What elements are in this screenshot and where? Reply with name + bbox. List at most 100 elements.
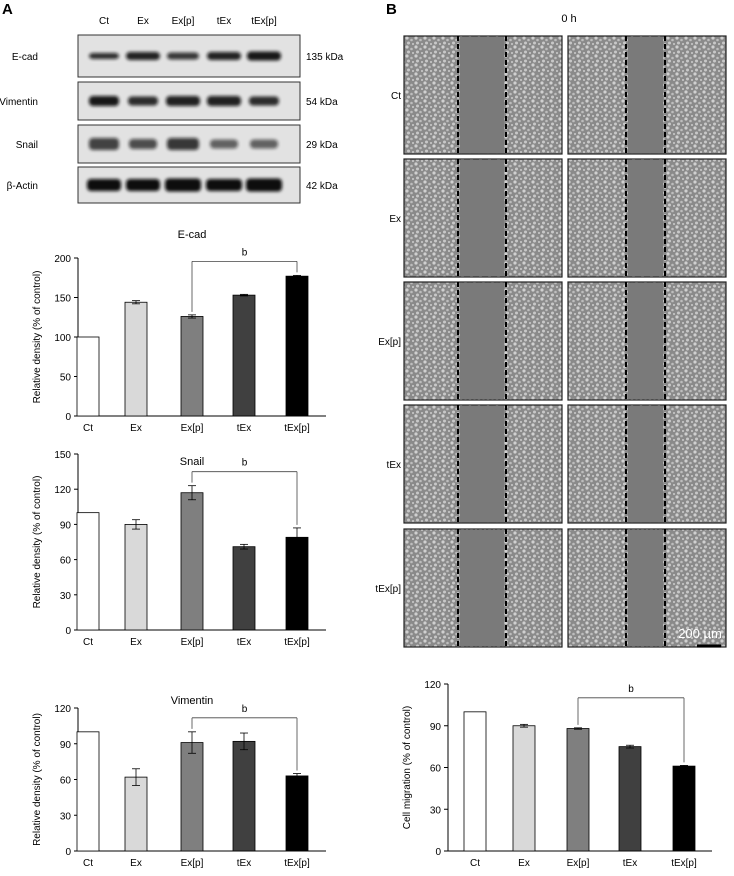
blot-band	[89, 53, 119, 59]
x-tick-label: tEx[p]	[284, 637, 310, 648]
blot-kda-label: 54 kDa	[306, 97, 338, 108]
y-tick-label: 120	[54, 485, 71, 496]
bar	[463, 711, 487, 852]
bar	[618, 746, 642, 852]
scratch-gap	[628, 530, 663, 646]
y-tick-label: 200	[54, 254, 71, 265]
x-tick-label: tEx[p]	[284, 423, 310, 434]
y-tick-label: 30	[430, 805, 442, 816]
scratch-gap	[460, 406, 504, 522]
y-tick-label: 60	[60, 776, 72, 787]
blot-lane-label: tEx[p]	[251, 16, 277, 27]
bar	[180, 742, 204, 852]
blot-kda-label: 42 kDa	[306, 181, 338, 192]
blot-band	[250, 139, 278, 149]
blot-protein-label: E-cad	[12, 52, 38, 63]
x-tick-label: Ct	[470, 858, 480, 869]
y-tick-label: 90	[430, 722, 442, 733]
migration-row-label: tEx[p]	[375, 584, 401, 595]
migration-image-grid: 0 h Ct Ex Ex[p] tEx tEx[p] 200 µm	[375, 13, 727, 648]
blot-band	[210, 139, 238, 149]
y-tick-label: 90	[60, 740, 72, 751]
blot-lane-label: Ex[p]	[172, 16, 195, 27]
scale-bar-label: 200 µm	[678, 626, 722, 641]
migration-row-label: Ct	[391, 91, 401, 102]
x-tick-label: Ex	[130, 858, 142, 869]
x-tick-label: tEx[p]	[671, 858, 697, 869]
y-tick-label: 120	[54, 704, 71, 715]
blot-band	[167, 138, 199, 150]
blot-band	[166, 96, 200, 106]
y-tick-label: 0	[65, 412, 71, 423]
blot-band	[206, 179, 242, 191]
scratch-gap	[460, 37, 504, 153]
chart-cell-migration: 0 30 60 90 120 Cell migration (% of control) C…	[402, 680, 712, 869]
migration-row-label: tEx	[387, 460, 401, 471]
blot-band	[249, 96, 279, 106]
bar	[124, 776, 148, 852]
blot-protein-label: Snail	[16, 140, 38, 151]
x-tick-label: tEx	[623, 858, 637, 869]
x-tick-label: Ex	[130, 423, 142, 434]
bar	[232, 546, 256, 631]
x-tick-label: tEx	[237, 637, 251, 648]
x-tick-label: tEx	[237, 423, 251, 434]
bar	[232, 294, 256, 417]
blot-band	[128, 96, 158, 106]
bar	[124, 301, 148, 417]
blot-protein-label: Vimentin	[0, 97, 38, 108]
y-tick-label: 50	[60, 373, 72, 384]
blot-lane-labels: Ct Ex Ex[p] tEx tEx[p]	[99, 16, 277, 27]
y-tick-label: 0	[435, 847, 441, 858]
bar	[285, 775, 309, 852]
y-tick-label: 60	[430, 764, 442, 775]
bar	[124, 524, 148, 631]
blot-row: E-cad 135 kDa	[12, 34, 344, 78]
significance-label: b	[242, 704, 248, 715]
blot-band	[167, 52, 199, 60]
blot-band	[246, 178, 282, 192]
chart-ecad: E-cad 0 50 100 150 200 Relative density (% of …	[32, 229, 326, 434]
blot-protein-label: β-Actin	[7, 181, 38, 192]
blot-rows: E-cad 135 kDa Vimentin 54 kDa Snail 29 kDa β-A…	[0, 34, 344, 204]
bar	[285, 275, 309, 417]
western-blot: Ct Ex Ex[p] tEx tEx[p] E-cad 135 kDa Vimentin 5…	[0, 16, 344, 204]
bar	[232, 740, 256, 852]
bar	[180, 492, 204, 631]
bar	[566, 728, 590, 852]
y-tick-label: 100	[54, 333, 71, 344]
bar	[76, 336, 100, 417]
blot-band	[165, 178, 201, 192]
significance-label: b	[242, 247, 248, 258]
blot-row: β-Actin 42 kDa	[7, 166, 338, 204]
x-tick-label: Ex[p]	[181, 423, 204, 434]
timepoint-label: 0 h	[561, 13, 576, 25]
bar	[180, 316, 204, 417]
scratch-gap	[628, 160, 663, 276]
x-tick-label: tEx[p]	[284, 858, 310, 869]
y-tick-label: 150	[54, 294, 71, 305]
x-tick-label: Ex	[518, 858, 530, 869]
blot-kda-label: 135 kDa	[306, 52, 344, 63]
bar	[76, 731, 100, 852]
y-tick-label: 30	[60, 811, 72, 822]
blot-band	[87, 179, 121, 191]
y-tick-label: 120	[424, 680, 441, 691]
panel-a-label: A	[2, 1, 13, 18]
bar	[76, 512, 100, 631]
blot-band	[89, 96, 119, 106]
blot-lane-label: tEx	[217, 16, 231, 27]
x-tick-label: Ex[p]	[567, 858, 590, 869]
y-axis-label: Relative density (% of control)	[32, 476, 43, 609]
bar	[512, 725, 536, 852]
blot-lane-label: Ex	[137, 16, 149, 27]
y-axis-label: Cell migration (% of control)	[402, 706, 413, 829]
bar	[672, 765, 696, 852]
significance-label: b	[242, 458, 248, 469]
blot-band	[126, 52, 160, 60]
y-tick-label: 150	[54, 450, 71, 461]
x-tick-label: Ex[p]	[181, 858, 204, 869]
x-tick-label: Ct	[83, 637, 93, 648]
chart-title: E-cad	[178, 229, 207, 241]
y-tick-label: 30	[60, 591, 72, 602]
